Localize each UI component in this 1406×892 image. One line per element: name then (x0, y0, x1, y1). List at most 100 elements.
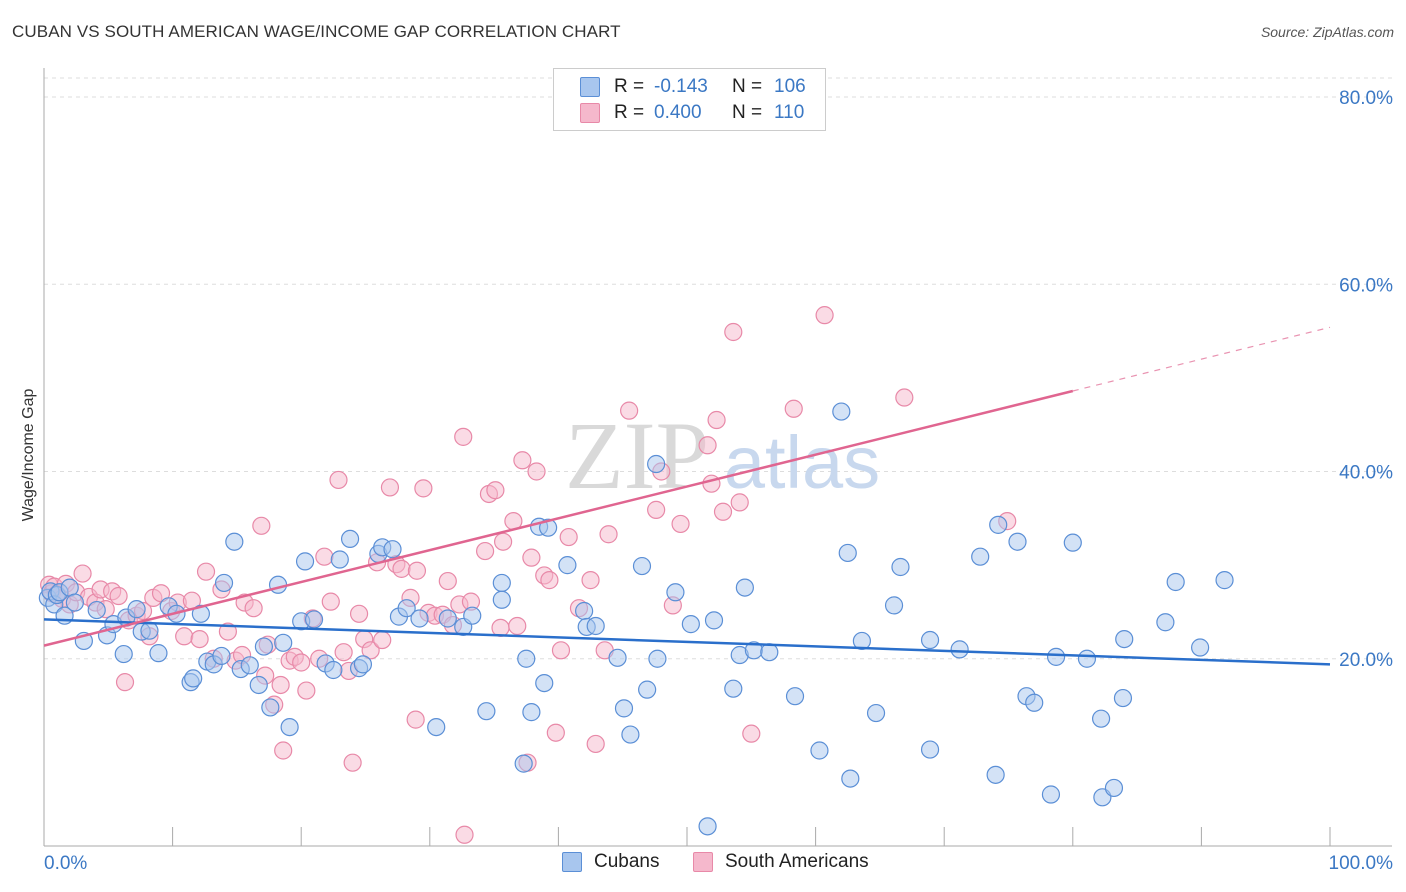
cuban-point (1063, 533, 1082, 552)
cuban-point (558, 556, 577, 575)
south-american-point (321, 592, 340, 611)
south-american-point (784, 399, 803, 418)
source-label: Source: ZipAtlas.com (1260, 24, 1394, 40)
cuban-point (240, 656, 259, 675)
south-american-point (586, 734, 605, 754)
legend-swatch-cubans (580, 77, 600, 97)
south-american-point (334, 643, 353, 662)
south-american-point (551, 641, 571, 660)
cuban-point (724, 679, 743, 698)
series-swatch-cubans (562, 852, 582, 872)
cuban-point (989, 515, 1008, 534)
series-legend-cubans[interactable]: Cubans (562, 851, 660, 873)
cuban-point (463, 606, 482, 625)
cuban-point (1156, 613, 1175, 632)
y-tick-label: 40.0% (1339, 463, 1393, 484)
cuban-point (920, 740, 940, 759)
legend-r-value: 0.400 (654, 102, 702, 123)
cuban-point (1077, 649, 1097, 668)
south-american-point (455, 825, 474, 844)
south-american-point (175, 627, 194, 646)
cuban-point (87, 600, 106, 620)
south-american-point (475, 541, 495, 561)
south-american-point (109, 586, 128, 606)
series-legend-south-americans[interactable]: South Americans (693, 851, 869, 873)
cuban-point (704, 611, 724, 630)
cuban-point (397, 599, 416, 618)
south-american-point (707, 410, 726, 430)
cuban-point (514, 754, 533, 773)
south-american-point (271, 675, 290, 695)
cuban-point (383, 540, 402, 559)
cuban-point (950, 640, 969, 659)
south-american-point (730, 493, 749, 512)
south-american-point (414, 479, 433, 498)
legend-r-value: -0.143 (654, 76, 708, 97)
south-americans-points (40, 306, 1017, 844)
correlation-legend: R = -0.143 N = 106 R = 0.400 N = 110 (553, 68, 826, 131)
x-tick-label-max: 100.0% (1329, 853, 1394, 874)
cuban-point (971, 547, 990, 566)
cuban-point (225, 532, 244, 551)
cuban-point (249, 675, 268, 695)
south-american-point (190, 629, 209, 649)
cuban-point (1115, 629, 1134, 649)
watermark-zip: ZIP (565, 402, 709, 509)
cuban-point (810, 741, 829, 760)
south-american-point (527, 462, 546, 481)
cuban-point (891, 557, 910, 577)
cuban-point (304, 610, 324, 629)
south-american-point (274, 741, 293, 760)
legend-row-south-americans: R = 0.400 N = 110 (554, 101, 804, 125)
cuban-point (614, 699, 634, 718)
legend-n-value: 110 (774, 102, 805, 123)
cuban-point (785, 687, 805, 706)
south-american-point (698, 436, 717, 455)
south-american-point (599, 525, 618, 544)
tick-labels: 20.0% 40.0% 60.0% 80.0% 0.0% 100.0% (44, 88, 1393, 874)
cuban-point (1215, 571, 1234, 590)
watermark: ZIP atlas (565, 402, 880, 509)
south-american-point (392, 559, 411, 578)
cuban-point (214, 573, 234, 593)
cuban-point (1104, 778, 1124, 798)
cuban-point (920, 630, 940, 650)
cuban-point (735, 578, 754, 597)
cuban-point (621, 725, 640, 744)
cuban-point (884, 596, 904, 615)
cuban-point (492, 573, 511, 593)
south-american-point (343, 753, 362, 772)
south-american-point (244, 599, 263, 618)
cuban-point (184, 669, 203, 688)
cuban-point (1191, 638, 1210, 657)
cuban-point (666, 583, 685, 602)
cuban-point (608, 648, 627, 667)
series-legend: Cubans South Americans (0, 851, 1406, 877)
south-american-point (713, 502, 733, 521)
cuban-point (1008, 532, 1027, 551)
series-label-south-americans: South Americans (725, 851, 869, 872)
south-american-point (522, 548, 541, 567)
south-american-point (380, 478, 400, 497)
south-american-point (406, 710, 425, 729)
cuban-point (638, 680, 657, 699)
cuban-point (280, 717, 299, 737)
cuban-point (127, 600, 146, 619)
south-american-point (546, 723, 565, 742)
south-american-point (329, 470, 348, 490)
cuban-point (535, 673, 554, 693)
south-american-point (297, 681, 316, 700)
cuban-point (65, 593, 84, 612)
cuban-point (114, 644, 133, 664)
cuban-point (1113, 688, 1133, 708)
south-american-point (373, 630, 392, 650)
y-tick-label: 60.0% (1339, 275, 1393, 296)
cuban-point (340, 529, 360, 549)
cuban-point (841, 769, 860, 788)
cubans-points (38, 402, 1234, 836)
south-american-point (73, 564, 92, 583)
cuban-point (647, 454, 666, 474)
cuban-point (760, 643, 779, 662)
cuban-point (492, 590, 511, 609)
cuban-point (838, 543, 857, 563)
